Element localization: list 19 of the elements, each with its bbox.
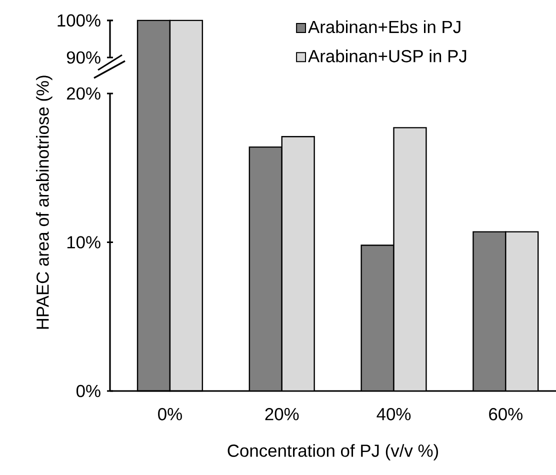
x-tick-label: 20% <box>265 408 299 420</box>
x-tick-label: 60% <box>489 408 522 420</box>
y-tick-label: 90% <box>66 51 100 64</box>
x-tick-label: 0% <box>158 408 182 420</box>
bar <box>505 231 539 391</box>
legend-label: Arabinan+Ebs in PJ <box>308 20 460 34</box>
legend-label: Arabinan+USP in PJ <box>308 50 466 62</box>
y-tick-label: 0% <box>76 384 100 398</box>
y-tick-label: 20% <box>66 87 100 100</box>
x-tick-label: 40% <box>376 408 411 420</box>
bar <box>360 244 394 391</box>
bar <box>393 127 427 391</box>
bar <box>248 146 282 391</box>
y-axis-title: HPAEC area of arabinotriose (%) <box>36 76 52 329</box>
bar <box>472 231 506 391</box>
y-tick-label: 100% <box>58 14 100 27</box>
bar <box>281 136 315 391</box>
y-tick-label: 10% <box>67 236 100 248</box>
x-axis-title: Concentration of PJ (v/v %) <box>228 444 438 460</box>
